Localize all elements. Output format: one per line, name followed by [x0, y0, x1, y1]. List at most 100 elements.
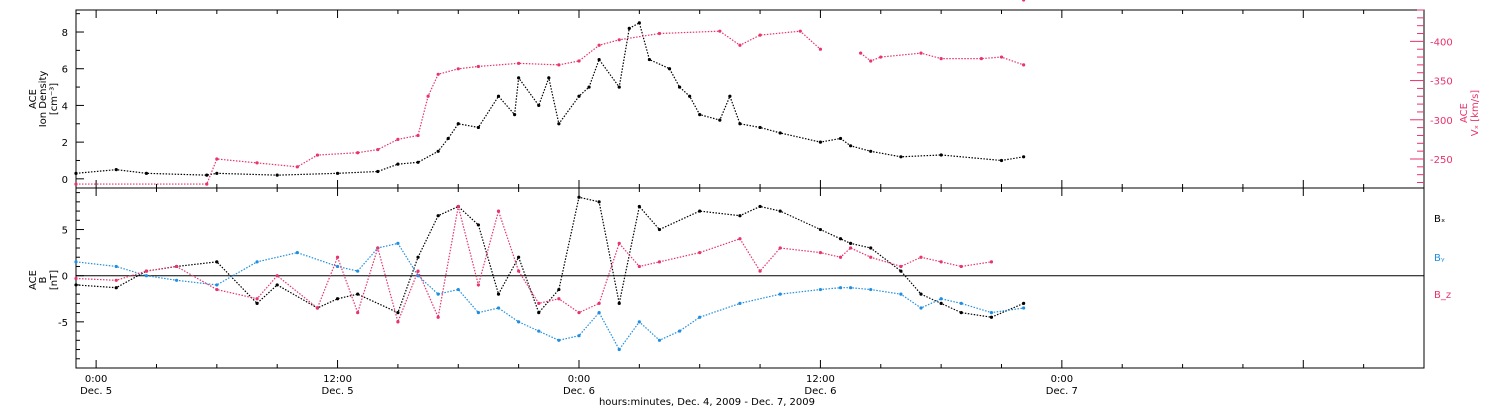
x-tick-date: Dec. 6 [563, 386, 595, 397]
x-axis-label: hours:minutes, Dec. 4, 2009 - Dec. 7, 20… [599, 397, 815, 408]
data-point [597, 57, 601, 62]
data-point [838, 237, 843, 241]
data-point [517, 269, 521, 273]
bottom-left-label-line1: ACE [28, 270, 39, 290]
x-tick-date: Dec. 7 [1046, 386, 1078, 397]
data-point [416, 160, 420, 164]
data-point [376, 147, 380, 152]
data-point [758, 125, 762, 130]
data-point [959, 264, 963, 269]
data-point [597, 311, 601, 315]
data-point [517, 76, 521, 80]
data-point [517, 61, 521, 65]
data-point [577, 334, 581, 338]
data-point [1022, 63, 1026, 67]
data-point [778, 292, 782, 296]
data-point [617, 301, 621, 305]
y-tick-label: 8 [62, 28, 68, 39]
data-point [295, 251, 299, 255]
data-point [939, 57, 943, 61]
data-point [617, 85, 621, 89]
data-point [899, 269, 903, 273]
data-point [476, 311, 480, 315]
data-point [637, 21, 641, 25]
series-by [74, 241, 1026, 352]
legend-bx: Bₓ [1434, 214, 1445, 225]
vx-tick-label: -250 [1430, 155, 1453, 166]
data-point [899, 292, 903, 296]
data-point [496, 209, 501, 213]
data-point [919, 292, 923, 296]
data-point [919, 51, 923, 55]
data-point [899, 264, 903, 269]
data-point [144, 269, 149, 273]
data-point [275, 283, 279, 287]
data-point [476, 125, 480, 130]
y-tick-label: 0 [62, 175, 68, 186]
data-point [315, 153, 320, 157]
data-point [456, 67, 460, 71]
data-point [879, 55, 883, 59]
data-point [738, 237, 742, 241]
data-point [496, 306, 501, 310]
data-point [698, 209, 702, 213]
data-point [396, 137, 400, 141]
data-point [818, 227, 823, 232]
data-point [869, 246, 873, 250]
data-point [597, 43, 601, 47]
data-point [396, 241, 400, 245]
data-point [416, 255, 420, 259]
data-point [627, 26, 631, 30]
data-point [657, 227, 662, 232]
data-point [496, 94, 501, 98]
data-point [758, 269, 762, 273]
top-panel-frame [75, 9, 1425, 189]
x-tick-date: Dec. 5 [322, 386, 354, 397]
data-point [848, 286, 853, 290]
data-point [667, 67, 672, 71]
data-point [999, 55, 1004, 59]
data-point [174, 278, 179, 282]
data-point [315, 306, 320, 310]
data-point [356, 292, 360, 296]
data-point [869, 255, 873, 259]
data-point [517, 320, 521, 324]
data-point [1022, 306, 1026, 310]
series-line [75, 242, 1024, 351]
data-point [637, 204, 641, 209]
x-tick-time: 0:00 [1051, 374, 1073, 385]
vx-tick-label: -400 [1430, 37, 1453, 48]
data-point [1022, 301, 1026, 305]
data-point [979, 57, 983, 61]
data-point [215, 171, 219, 175]
data-point [778, 209, 782, 213]
data-point [657, 338, 662, 342]
data-point [436, 315, 440, 319]
data-point [436, 72, 440, 76]
series-ion-density [74, 21, 1026, 177]
data-point [688, 94, 692, 98]
series-vx [74, 29, 1026, 186]
data-point [255, 161, 259, 165]
top-right-label-line1: ACE [1459, 103, 1470, 123]
bottom-left-label-line3: [nT] [49, 270, 60, 290]
data-point [335, 264, 340, 269]
y-tick-label: 0 [62, 272, 68, 283]
data-point [869, 149, 873, 153]
data-point [617, 347, 621, 352]
data-point [114, 278, 118, 282]
data-point [255, 260, 259, 264]
data-point [496, 292, 501, 296]
data-point [657, 260, 662, 264]
series-line [75, 21, 1024, 176]
data-point [919, 255, 923, 259]
data-point [335, 255, 340, 259]
data-point [255, 301, 259, 305]
data-point [848, 246, 853, 250]
data-point [446, 136, 450, 141]
data-point [205, 173, 209, 177]
data-point [959, 301, 963, 305]
data-point [597, 200, 601, 204]
data-point [818, 47, 823, 51]
